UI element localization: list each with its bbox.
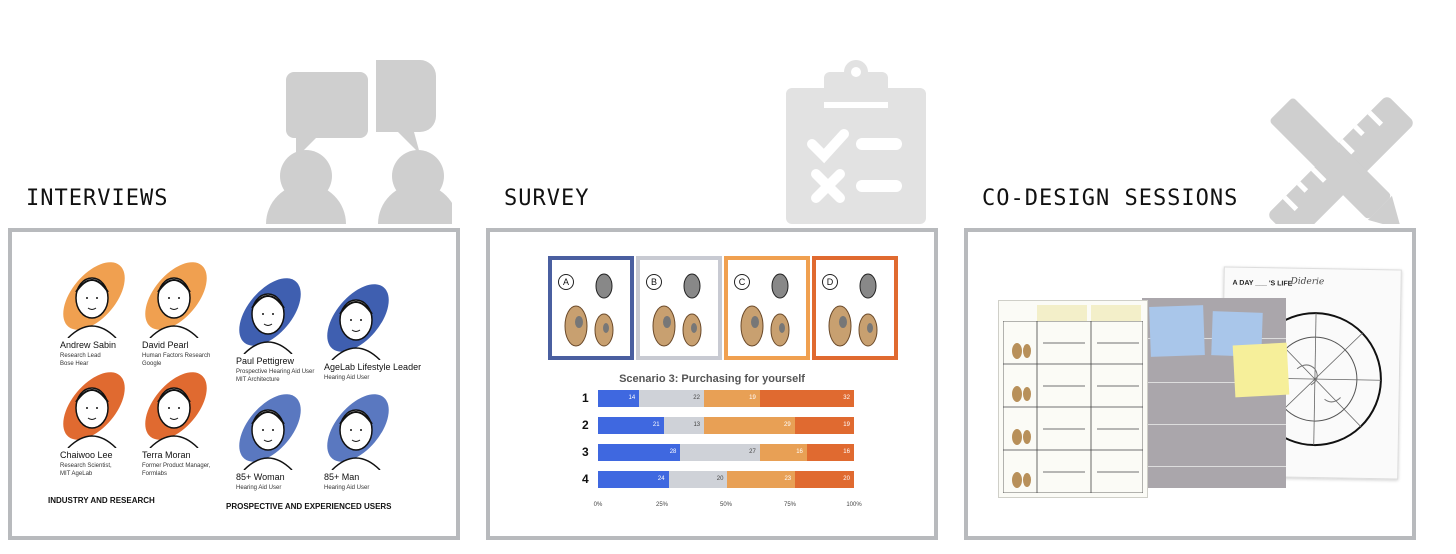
axis-tick-label: 50%: [719, 502, 733, 508]
hearing-aid-illustration: [652, 273, 702, 347]
bar-segment: 20: [668, 471, 728, 488]
bar-segment: 27: [680, 444, 760, 461]
bar-segment: 19: [703, 390, 760, 407]
bar-segment: 21: [598, 417, 664, 434]
bar-segment: 16: [806, 444, 854, 461]
hearing-aid-illustration: [564, 273, 614, 347]
portrait-illustration: [327, 394, 389, 470]
bar-row-label: 1: [582, 391, 589, 405]
codesign-section: CO-DESIGN SESSIONS A DAY ___ 'S LIFE Did…: [964, 0, 1416, 554]
person-role: Research Lead: [60, 353, 101, 359]
bar-row-label: 4: [582, 472, 589, 486]
device-scoring-sheet-photo: [998, 300, 1148, 498]
section-title: SURVEY: [504, 186, 590, 211]
device-letter: C: [734, 274, 750, 290]
bar-segment: 29: [704, 417, 795, 434]
device-option-card: C: [724, 256, 810, 360]
hearing-aid-illustration: [740, 273, 790, 347]
person-name: 85+ Woman: [236, 472, 285, 482]
bar-segment: 32: [759, 390, 854, 407]
person-portrait: AgeLab Lifestyle Leader Hearing Aid User: [314, 284, 421, 384]
axis-tick-label: 0%: [593, 502, 603, 508]
person-portrait: Andrew Sabin Research Lead Bose Hear: [50, 262, 146, 367]
person-role: MIT Architecture: [236, 377, 280, 383]
clipboard-checklist-icon: [786, 60, 926, 224]
bar-segment: 23: [727, 471, 796, 488]
person-portrait: 85+ Man Hearing Aid User: [314, 394, 410, 494]
portrait-illustration: [327, 284, 389, 360]
person-name: Paul Pettigrew: [236, 356, 295, 366]
hearing-aid-illustration: [828, 273, 878, 347]
ruler-pencil-icon: [1269, 97, 1413, 224]
person-name: AgeLab Lifestyle Leader: [324, 362, 422, 372]
sticky-note-blue: [1149, 305, 1205, 357]
person-role: Hearing Aid User: [236, 485, 282, 491]
survey-section: SURVEY A B C D Scenario 3: Purchasing for y…: [486, 0, 938, 554]
survey-panel: A B C D Scenario 3: Purchasing for yourself…: [486, 228, 938, 540]
portrait-illustration: [239, 278, 301, 354]
bar-segment: 13: [663, 417, 705, 434]
portrait-illustration: [239, 394, 301, 470]
axis-tick-label: 25%: [655, 502, 669, 508]
portrait-illustration: [63, 262, 125, 338]
portrait-illustration: [63, 372, 125, 448]
axis-tick-label: 75%: [783, 502, 797, 508]
person-name: David Pearl: [142, 340, 189, 350]
person-portrait: David Pearl Human Factors Research Google: [132, 262, 228, 367]
portrait-illustration: [145, 262, 207, 338]
person-role: MIT AgeLab: [60, 471, 93, 477]
interviews-section: INTERVIEWS Andrew Sabin Research Lead Bose…: [8, 0, 460, 554]
person-role: Google: [142, 361, 162, 367]
bar-segment: 16: [759, 444, 807, 461]
person-role: Hearing Aid User: [324, 375, 370, 381]
group-label-industry: INDUSTRY AND RESEARCH: [48, 496, 155, 505]
axis-tick-label: 100%: [846, 502, 862, 508]
bar-segment: 24: [598, 471, 669, 488]
person-portrait: 85+ Woman Hearing Aid User: [226, 394, 322, 494]
bar-segment: 22: [639, 390, 704, 407]
chart-title: Scenario 3: Purchasing for yourself: [619, 373, 805, 385]
person-role: Human Factors Research: [142, 353, 211, 359]
person-name: Terra Moran: [142, 450, 191, 460]
person-portrait: Terra Moran Former Product Manager, Formla…: [132, 372, 228, 477]
person-name: 85+ Man: [324, 472, 360, 482]
person-portrait: Chaiwoo Lee Research Scientist, MIT AgeLab: [50, 372, 146, 477]
section-title: CO-DESIGN SESSIONS: [982, 186, 1239, 211]
conversation-icon: [266, 60, 452, 224]
person-role: Formlabs: [142, 471, 168, 477]
codesign-panel: A DAY ___ 'S LIFE Diderie: [964, 228, 1416, 540]
scoring-grid: [1003, 321, 1143, 493]
bar-segment: 20: [795, 471, 854, 488]
person-role: Bose Hear: [60, 361, 89, 367]
grey-board-photo: [1142, 298, 1290, 488]
person-name: Andrew Sabin: [60, 340, 117, 350]
person-role: Research Scientist,: [60, 463, 112, 469]
day-sheet-handwriting: Diderie: [1290, 276, 1325, 288]
person-role: Former Product Manager,: [142, 463, 211, 469]
device-option-card: A: [548, 256, 634, 360]
bar-segment: 14: [598, 390, 640, 407]
bar-segment: 28: [598, 444, 681, 461]
device-letter: B: [646, 274, 662, 290]
device-option-card: D: [812, 256, 898, 360]
group-label-users: PROSPECTIVE AND EXPERIENCED USERS: [226, 502, 392, 511]
person-role: Prospective Hearing Aid User: [236, 369, 315, 375]
device-option-card: B: [636, 256, 722, 360]
device-letter: A: [558, 274, 574, 290]
person-portrait: Paul Pettigrew Prospective Hearing Aid Us…: [226, 278, 322, 383]
section-title: INTERVIEWS: [26, 186, 169, 211]
bar-segment: 19: [794, 417, 854, 434]
bar-row-label: 2: [582, 418, 589, 432]
person-name: Chaiwoo Lee: [60, 450, 113, 460]
bar-row-label: 3: [582, 445, 589, 459]
sticky-note-yellow: [1232, 342, 1290, 398]
device-letter: D: [822, 274, 838, 290]
interviews-panel: Andrew Sabin Research Lead Bose Hear David …: [8, 228, 460, 540]
person-role: Hearing Aid User: [324, 485, 370, 491]
day-sheet-title: A DAY ___ 'S LIFE: [1232, 279, 1293, 288]
portrait-illustration: [145, 372, 207, 448]
